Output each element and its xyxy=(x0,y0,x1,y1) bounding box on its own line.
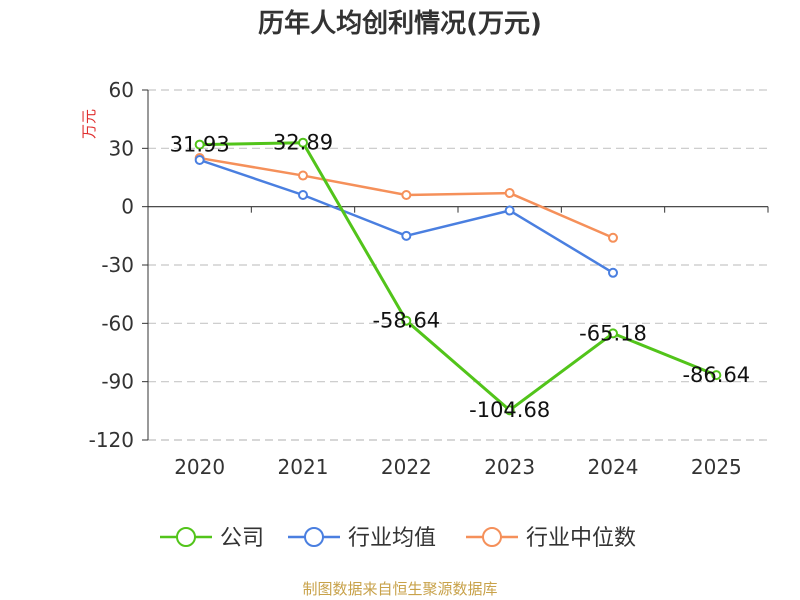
data-point[interactable] xyxy=(608,267,618,278)
x-tick-label: 2021 xyxy=(278,455,329,479)
data-point[interactable] xyxy=(298,190,308,200)
series-line-0 xyxy=(199,141,717,412)
data-label: -58.64 xyxy=(372,309,440,333)
data-point[interactable] xyxy=(194,139,205,150)
series-line-1 xyxy=(199,158,614,274)
data-point[interactable] xyxy=(711,370,722,381)
legend-item-0[interactable]: 公司 xyxy=(160,526,264,551)
data-labels: 31.93 32.89 -58.64 -104.68 -65.18 -86.64 xyxy=(170,131,751,422)
x-tick-label: 2025 xyxy=(691,455,742,479)
legend-label: 公司 xyxy=(220,526,264,551)
legend-marker xyxy=(482,527,502,547)
data-label: -104.68 xyxy=(469,398,550,422)
legend-marker xyxy=(176,527,196,547)
y-tick-label: -60 xyxy=(101,311,134,335)
x-tick-label: 2023 xyxy=(484,455,535,479)
data-point[interactable] xyxy=(298,170,308,181)
legend-item-2[interactable]: 行业中位数 xyxy=(466,526,636,551)
data-point[interactable] xyxy=(608,328,618,339)
series-group xyxy=(194,137,722,416)
data-label: -65.18 xyxy=(579,321,647,345)
data-label: -86.64 xyxy=(682,363,750,387)
x-tick-label: 2024 xyxy=(588,455,639,479)
data-point[interactable] xyxy=(504,188,515,199)
data-point[interactable] xyxy=(504,405,515,416)
data-point[interactable] xyxy=(298,137,308,148)
y-tick-label: 30 xyxy=(109,136,134,160)
source-note: 制图数据来自恒生聚源数据库 xyxy=(302,580,497,598)
data-point[interactable] xyxy=(401,190,412,200)
data-point[interactable] xyxy=(194,155,205,165)
legend-label: 行业均值 xyxy=(348,526,436,551)
chart-title: 历年人均创利情况(万元) xyxy=(258,8,542,39)
data-point[interactable] xyxy=(401,315,412,326)
y-tick-label: -30 xyxy=(101,253,134,277)
x-tick-label: 2022 xyxy=(381,455,432,479)
x-tick-label: 2020 xyxy=(174,455,225,479)
legend-item-1[interactable]: 行业均值 xyxy=(288,526,436,551)
legend-label: 行业中位数 xyxy=(526,526,636,551)
data-point[interactable] xyxy=(608,232,618,243)
y-tick-label: 60 xyxy=(109,78,134,102)
legend-marker xyxy=(304,527,324,547)
legend[interactable]: 公司 行业均值 行业中位数 xyxy=(160,526,636,551)
axes: 60 30 0 -30 -60 -90 -120 2020 2021 2022 2023 2024 20… xyxy=(89,78,769,479)
data-point[interactable] xyxy=(504,205,515,216)
y-tick-label: -90 xyxy=(101,370,134,394)
data-label: 32.89 xyxy=(273,131,333,155)
data-label: 31.93 xyxy=(170,133,230,157)
y-axis-label: 万元 xyxy=(80,109,98,139)
data-point[interactable] xyxy=(401,230,412,241)
y-tick-label: 0 xyxy=(121,195,134,219)
y-tick-label: -120 xyxy=(89,428,134,452)
